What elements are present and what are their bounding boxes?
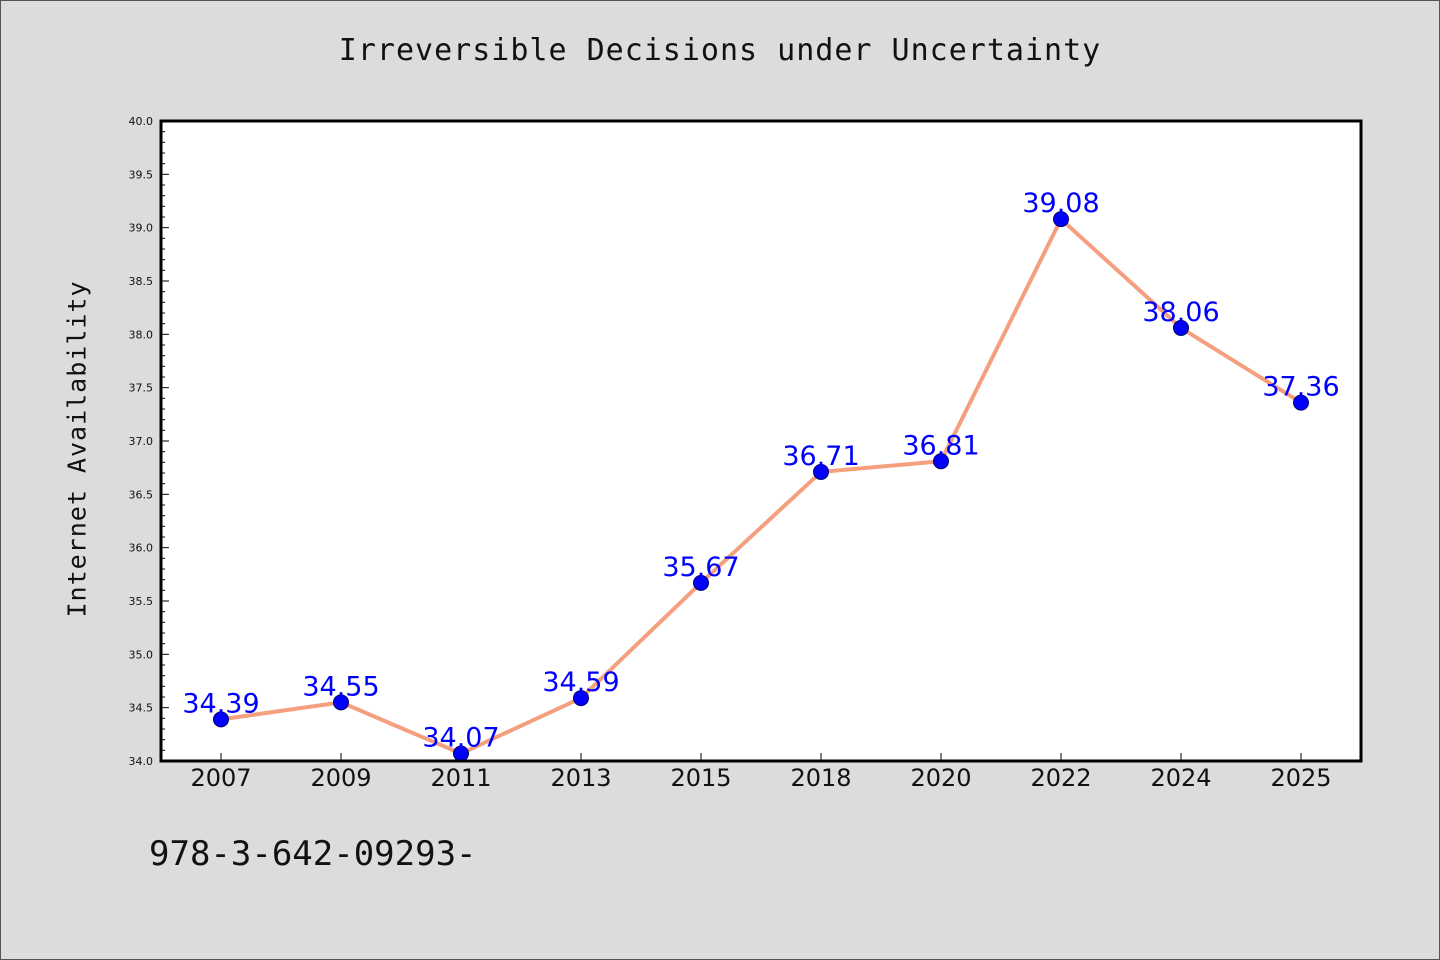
y-tick-label: 38.0 xyxy=(129,328,154,341)
data-label: 37.36 xyxy=(1262,372,1339,403)
footer-code: 978-3-642-09293- xyxy=(149,834,477,874)
y-tick-label: 37.5 xyxy=(129,382,154,395)
x-tick-label: 2024 xyxy=(1150,764,1211,792)
y-tick-label: 37.0 xyxy=(129,435,154,448)
y-tick-label: 40.0 xyxy=(129,115,154,128)
y-tick-label: 38.5 xyxy=(129,275,154,288)
x-tick-label: 2015 xyxy=(670,764,731,792)
data-label: 36.71 xyxy=(782,441,859,472)
data-point xyxy=(1293,394,1309,411)
x-tick-label: 2018 xyxy=(790,764,851,792)
data-point xyxy=(693,574,709,591)
data-label: 39.08 xyxy=(1022,188,1099,219)
y-tick-label: 39.5 xyxy=(129,168,154,181)
y-tick-label: 35.5 xyxy=(129,595,154,608)
data-label: 36.81 xyxy=(902,430,979,461)
plot-area xyxy=(161,121,1361,761)
data-point xyxy=(573,690,589,707)
x-tick-label: 2022 xyxy=(1030,764,1091,792)
data-point xyxy=(333,694,349,711)
x-tick-label: 2007 xyxy=(190,764,251,792)
data-label: 34.39 xyxy=(182,688,259,719)
y-tick-label: 36.5 xyxy=(129,488,154,501)
y-tick-label: 34.5 xyxy=(129,702,154,715)
y-tick-label: 35.0 xyxy=(129,648,154,661)
data-point xyxy=(933,453,949,470)
plot-frame xyxy=(159,119,1363,763)
data-label: 34.59 xyxy=(542,667,619,698)
data-point xyxy=(1173,319,1189,336)
series-line xyxy=(220,217,1303,756)
data-point xyxy=(213,711,229,728)
data-point xyxy=(813,463,829,480)
x-tick-label: 2011 xyxy=(430,764,491,792)
x-tick-label: 2013 xyxy=(550,764,611,792)
data-label: 34.55 xyxy=(302,671,379,702)
y-tick-label: 34.0 xyxy=(129,755,154,768)
y-tick-label: 36.0 xyxy=(129,542,154,555)
y-tick-label: 39.0 xyxy=(129,222,154,235)
data-label: 38.06 xyxy=(1142,297,1219,328)
x-tick-label: 2009 xyxy=(310,764,371,792)
chart-title: Irreversible Decisions under Uncertainty xyxy=(338,33,1102,68)
data-label: 34.07 xyxy=(422,723,499,754)
data-point xyxy=(1053,211,1069,228)
x-tick-label: 2020 xyxy=(910,764,971,792)
x-tick-label: 2025 xyxy=(1270,764,1331,792)
data-label: 35.67 xyxy=(662,552,739,583)
